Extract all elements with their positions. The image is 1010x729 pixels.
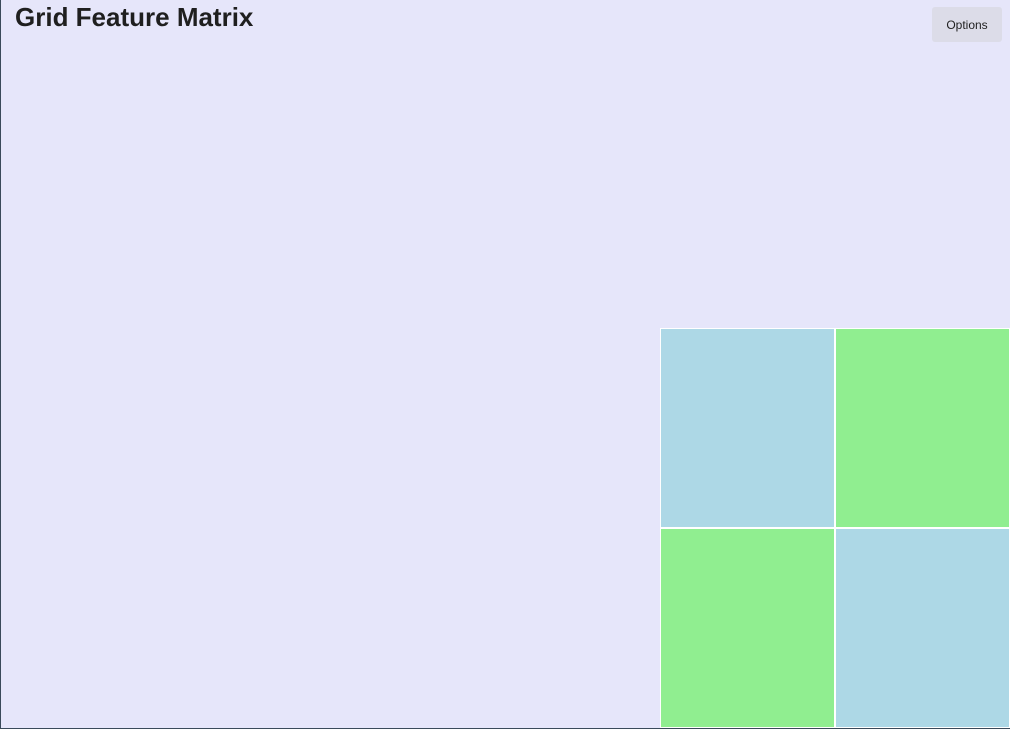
page-title: Grid Feature Matrix bbox=[15, 2, 254, 32]
grid-cell-top-right[interactable] bbox=[836, 329, 1009, 527]
grid-cell-bottom-left[interactable] bbox=[661, 529, 834, 727]
options-button[interactable]: Options bbox=[932, 7, 1002, 42]
grid-cell-top-left[interactable] bbox=[661, 329, 834, 527]
grid-cell-bottom-right[interactable] bbox=[836, 529, 1009, 727]
feature-grid bbox=[660, 328, 1010, 728]
